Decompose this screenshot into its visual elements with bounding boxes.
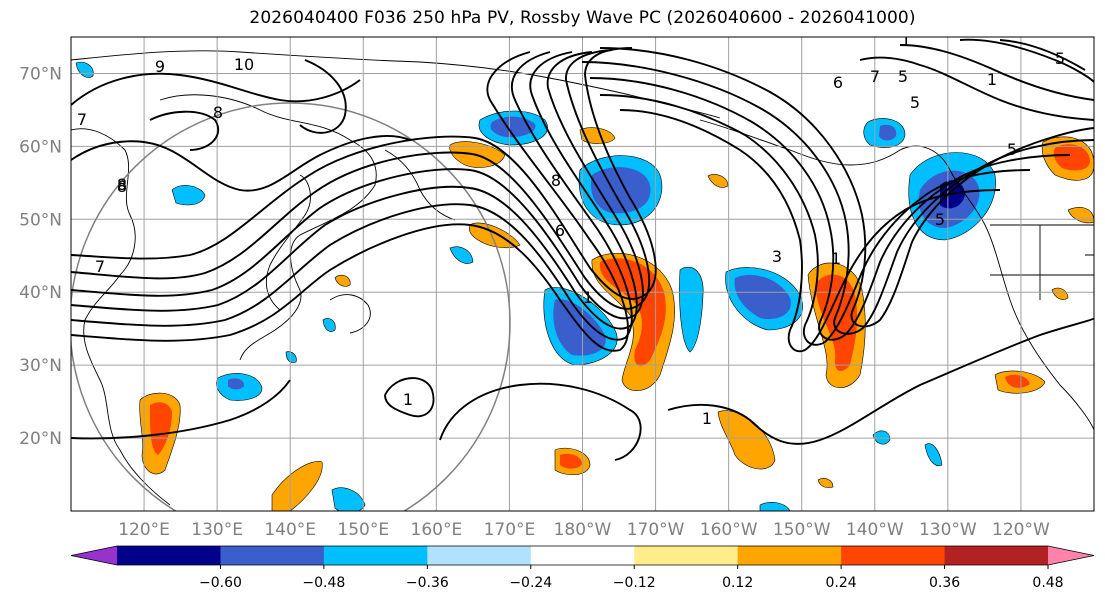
- longitude-label: 120°W: [992, 520, 1050, 540]
- latitude-label: 70°N: [19, 64, 62, 84]
- contour-label: 6: [555, 221, 565, 240]
- longitude-label: 120°E: [118, 520, 170, 540]
- contour-label: 8: [551, 171, 561, 190]
- latitude-label: 30°N: [19, 356, 62, 376]
- highlight-circle: [71, 102, 511, 511]
- longitude-label: 130°W: [919, 520, 977, 540]
- colorbar-tick-label: −0.60: [199, 575, 242, 591]
- colorbar-swatch: [634, 546, 739, 565]
- colorbar-swatch: [220, 546, 325, 565]
- colorbar-swatch: [944, 546, 1049, 565]
- contour-label: 1: [901, 31, 911, 50]
- colorbar-swatch: [117, 546, 221, 565]
- longitude-labels: 120°E 130°E 140°E 150°E 160°E 170°E 180°W 170°W…: [118, 520, 1050, 540]
- contour-label: 9: [155, 57, 165, 76]
- contour-label: 8: [117, 177, 127, 196]
- latitude-labels: 70°N 60°N 50°N 40°N 30°N 20°N: [19, 64, 62, 449]
- contour-label: 10: [234, 55, 254, 74]
- contour-label: 5: [898, 67, 908, 86]
- contour-label: 1: [583, 288, 593, 307]
- contour-label: 5: [1055, 49, 1065, 68]
- contour-label: 1: [702, 409, 712, 428]
- contour-label: 5: [910, 93, 920, 112]
- contour-label: 7: [870, 67, 880, 86]
- contour-label: 6: [833, 73, 843, 92]
- colorbar-swatch: [427, 546, 532, 565]
- longitude-label: 140°E: [264, 520, 316, 540]
- colorbar-tick-label: −0.48: [302, 575, 345, 591]
- colorbar-outline: [70, 545, 1095, 566]
- longitude-label: 140°W: [846, 520, 904, 540]
- latitude-label: 40°N: [19, 283, 62, 303]
- colorbar-tick-label: 0.12: [722, 575, 753, 591]
- longitude-label: 130°E: [191, 520, 243, 540]
- longitude-label: 170°E: [484, 520, 536, 540]
- colorbar-swatch: [530, 546, 635, 565]
- colorbar-extend-high: [1048, 546, 1094, 565]
- colorbar-tick-label: 0.48: [1032, 575, 1063, 591]
- contour-label: 1: [831, 249, 841, 268]
- contour-label: 1: [403, 390, 413, 409]
- colorbar-tick-label: −0.36: [406, 575, 449, 591]
- colorbar-extend-low: [71, 546, 117, 565]
- contour-label: 5: [935, 210, 945, 229]
- longitude-label: 170°W: [627, 520, 685, 540]
- colorbar-swatch: [841, 546, 946, 565]
- latitude-label: 20°N: [19, 429, 62, 449]
- longitude-label: 160°W: [700, 520, 758, 540]
- latitude-label: 60°N: [19, 137, 62, 157]
- contour-label: 7: [95, 257, 105, 276]
- contour-label: 8: [117, 175, 127, 194]
- contour-label: 5: [1007, 140, 1017, 159]
- colorbar: −0.60 −0.48 −0.36 −0.24 −0.12 0.12 0.24 0.36 0.4…: [70, 545, 1095, 591]
- contour-label: 7: [77, 110, 87, 129]
- contour-label: 1: [987, 70, 997, 89]
- longitude-label: 160°E: [411, 520, 463, 540]
- longitude-label: 150°E: [337, 520, 389, 540]
- colorbar-tick-label: 0.24: [826, 575, 857, 591]
- plot-frame: [70, 36, 1095, 512]
- longitude-label: 180°W: [554, 520, 612, 540]
- latitude-label: 50°N: [19, 210, 62, 230]
- colorbar-swatch: [737, 546, 842, 565]
- longitude-label: 150°W: [773, 520, 831, 540]
- colorbar-tick-label: −0.12: [613, 575, 656, 591]
- map-title: 2026040400 F036 250 hPa PV, Rossby Wave …: [249, 8, 916, 28]
- colorbar-tick-label: −0.24: [509, 575, 552, 591]
- colorbar-tick-label: 0.36: [929, 575, 960, 591]
- colorbar-swatch: [323, 546, 428, 565]
- pv-contours: [71, 38, 1094, 461]
- contour-label: 8: [213, 103, 223, 122]
- contour-label: 3: [772, 247, 782, 266]
